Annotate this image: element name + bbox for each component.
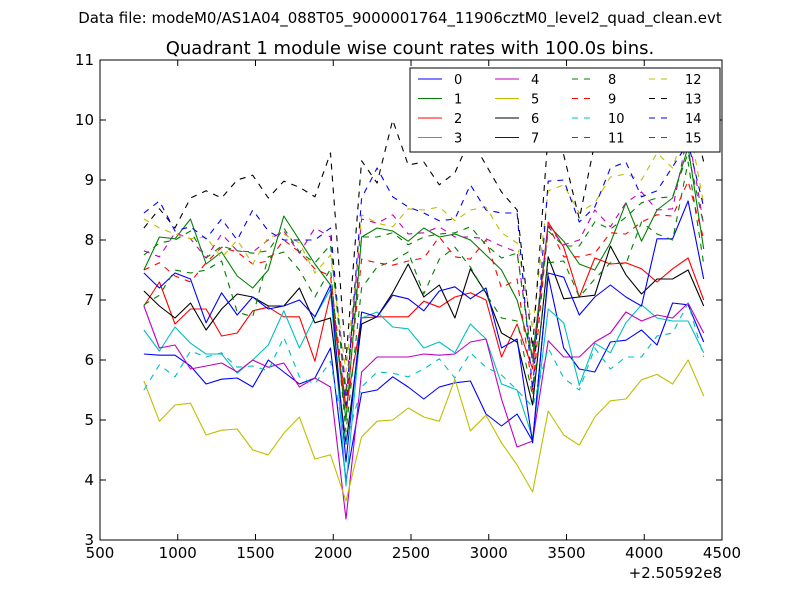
legend-label-9: 9 — [608, 93, 616, 108]
legend-label-8: 8 — [608, 73, 616, 88]
series-line-2 — [143, 221, 705, 409]
x-tick-label: 3000 — [470, 544, 508, 562]
series-line-11 — [143, 131, 705, 391]
legend-label-6: 6 — [531, 112, 539, 127]
y-tick-label: 4 — [84, 471, 94, 489]
series-layer — [143, 89, 705, 520]
x-tick-label: 500 — [86, 544, 115, 562]
y-tick-label: 9 — [84, 171, 94, 189]
y-tick-label: 5 — [84, 411, 94, 429]
series-line-10 — [143, 302, 705, 444]
x-tick-label: 1000 — [159, 544, 197, 562]
x-tick-label: 4000 — [625, 544, 663, 562]
y-tick-label: 3 — [84, 531, 94, 549]
legend-label-0: 0 — [454, 73, 462, 88]
x-tick-label: 3500 — [547, 544, 585, 562]
x-tick-label: 2000 — [314, 544, 352, 562]
legend-box — [409, 67, 721, 153]
chart-title: Quadrant 1 module wise count rates with … — [166, 38, 655, 59]
x-tick-label: 2500 — [392, 544, 430, 562]
legend-label-4: 4 — [531, 73, 539, 88]
legend-label-7: 7 — [531, 132, 539, 147]
y-tick-label: 7 — [84, 291, 94, 309]
legend-label-13: 13 — [685, 93, 702, 108]
legend-label-12: 12 — [685, 73, 702, 88]
y-tick-label: 6 — [84, 351, 94, 369]
legend-label-1: 1 — [454, 93, 462, 108]
series-line-3 — [143, 288, 705, 487]
series-line-15 — [143, 152, 705, 397]
series-line-4 — [143, 302, 705, 520]
legend-label-14: 14 — [685, 112, 702, 127]
series-line-6 — [143, 245, 705, 445]
series-line-0 — [143, 275, 705, 481]
x-axis-offset-label: +2.50592e8 — [629, 564, 722, 582]
x-tick-label: 4500 — [703, 544, 741, 562]
y-tick-label: 11 — [75, 51, 94, 69]
series-line-9 — [143, 180, 705, 409]
series-line-12 — [143, 119, 705, 373]
series-line-8 — [143, 161, 705, 433]
legend-label-5: 5 — [531, 93, 539, 108]
legend-label-11: 11 — [608, 132, 625, 147]
legend-label-15: 15 — [685, 132, 702, 147]
series-line-7 — [143, 200, 705, 463]
legend-label-10: 10 — [608, 112, 625, 127]
legend-label-3: 3 — [454, 132, 462, 147]
series-line-5 — [143, 359, 705, 502]
axes-layer: 500 1000 1500 2000 2500 3000 3500 4000 4500 3 4 5 6 7… — [75, 51, 741, 562]
series-line-1 — [143, 146, 705, 421]
figure-suptitle: Data file: modeM0/AS1A04_088T05_90000017… — [78, 9, 722, 27]
x-tick-label: 1500 — [236, 544, 274, 562]
y-tick-label: 10 — [75, 111, 94, 129]
y-tick-label: 8 — [84, 231, 94, 249]
legend-label-2: 2 — [454, 112, 462, 127]
series-line-14 — [143, 142, 705, 406]
